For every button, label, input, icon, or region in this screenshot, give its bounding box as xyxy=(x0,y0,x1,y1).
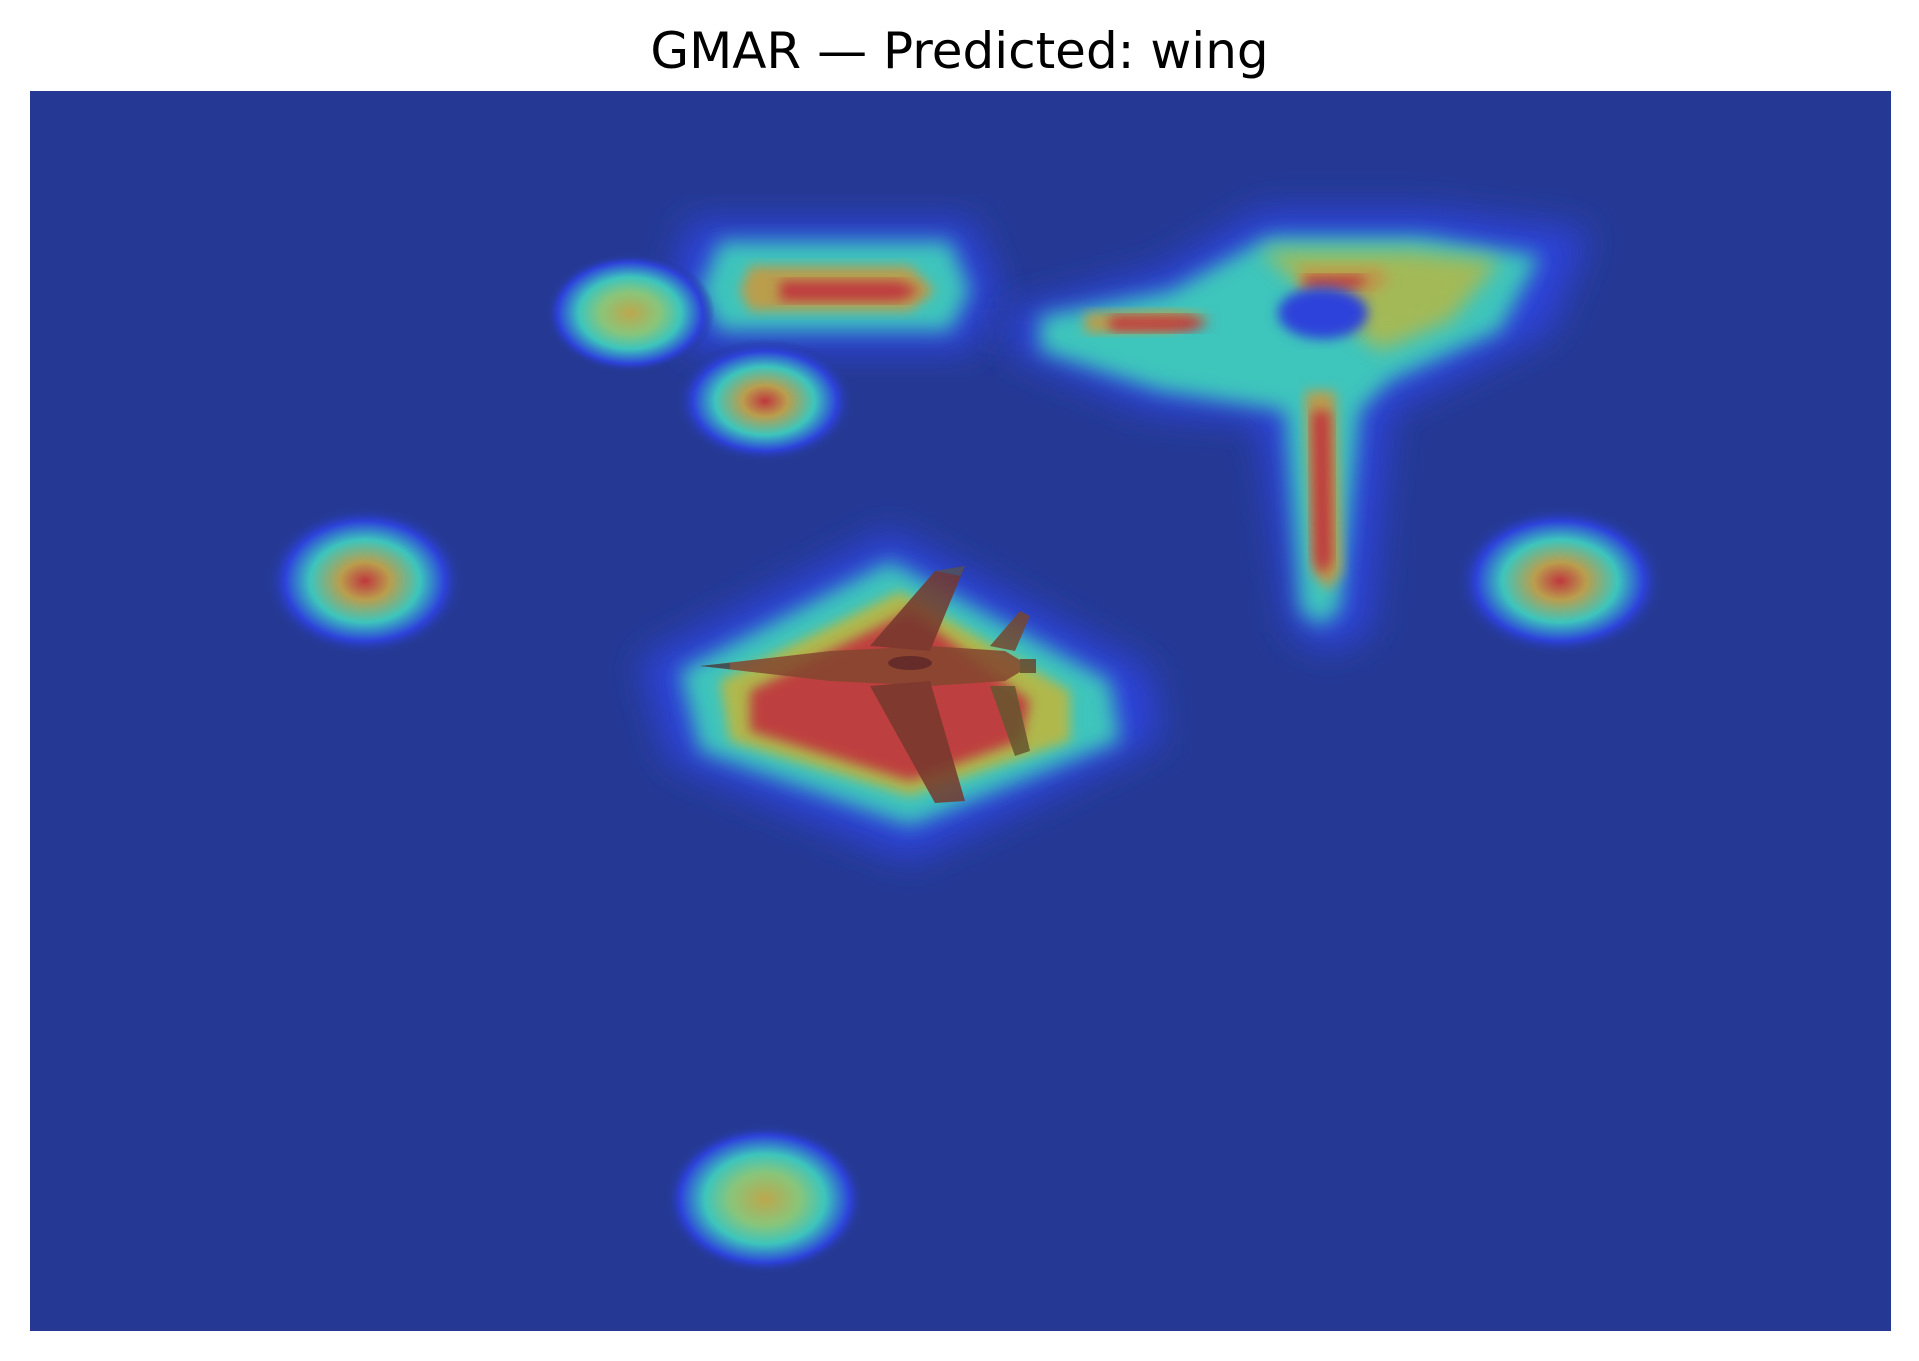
hotspot-left-upper xyxy=(545,253,715,373)
hotspot-right-side xyxy=(1455,506,1665,656)
heatmap-panel xyxy=(30,91,1891,1331)
hotspot-bottom xyxy=(665,1124,865,1274)
hotspot-top-left-streak xyxy=(670,221,1000,351)
hotspot-left-middle xyxy=(675,339,855,463)
hotspot-right-structure xyxy=(1010,211,1590,651)
figure-title: GMAR — Predicted: wing xyxy=(650,22,1269,80)
heatmap-image xyxy=(30,91,1891,1331)
fighter-jet xyxy=(700,566,1036,803)
hotspot-left-side xyxy=(265,506,465,656)
